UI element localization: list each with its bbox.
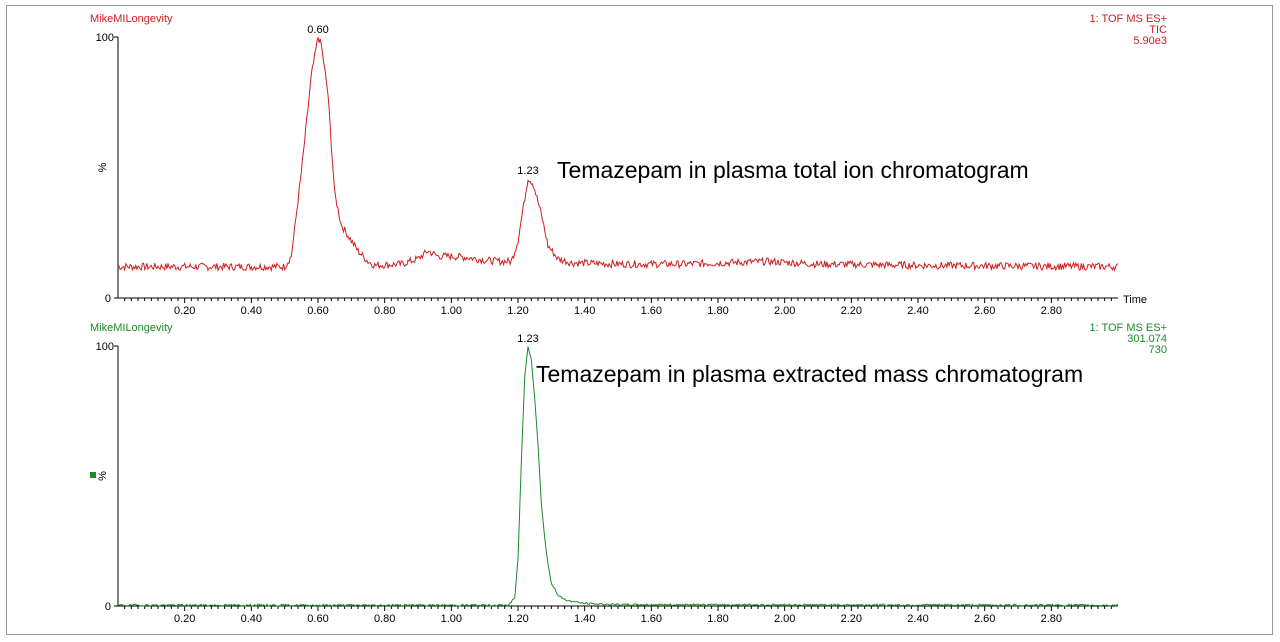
panel-2-x-tick-label-2: 0.40	[241, 613, 262, 625]
panel-2-x-tick-label-5: 1.00	[441, 613, 462, 625]
panel-1-x-tick-label-4: 0.80	[374, 305, 395, 317]
panel-1-header-right-line-2: TIC	[1149, 24, 1167, 36]
panel-1-x-tick-label-6: 1.20	[507, 305, 528, 317]
panel-1-header-right-line-3: 5.90e3	[1133, 35, 1167, 47]
panel-2-x-tick-label-13: 2.60	[974, 613, 995, 625]
panel-2-header-right-line-2: 301.074	[1127, 333, 1167, 345]
panel-1-x-tick-label-11: 2.20	[841, 305, 862, 317]
panel-2-x-tick-label-14: 2.80	[1041, 613, 1062, 625]
panel-1-peak-label-2: 1.23	[517, 165, 538, 177]
panel-2-y-axis-label: %	[97, 471, 109, 481]
panel-1-y-axis-label: %	[97, 162, 109, 172]
panel-2-header-right-line-3: 730	[1149, 344, 1167, 356]
panel-2-annotation: Temazepam in plasma extracted mass chrom…	[536, 361, 1083, 387]
panel-2-x-tick-label-12: 2.40	[907, 613, 928, 625]
panel-1-trace-line	[117, 37, 1119, 273]
panel-2-x-tick-label-11: 2.20	[841, 613, 862, 625]
panel-2-y-tick-label-top: 100	[96, 341, 114, 353]
panel-1-y-tick-label-bottom: 0	[105, 293, 111, 305]
panel-1-x-tick-label-1: 0.20	[174, 305, 195, 317]
panel-2-header-right-line-1: 1: TOF MS ES+	[1089, 322, 1167, 334]
panel-2-x-tick-label-3: 0.60	[307, 613, 328, 625]
panel-2-series-marker	[90, 472, 96, 478]
panel-1-x-tick-label-12: 2.40	[907, 305, 928, 317]
panel-1-x-axis-label: Time	[1123, 294, 1147, 306]
panel-2-peak-label-1: 1.23	[517, 333, 538, 345]
panel-1-y-tick-label-top: 100	[96, 32, 114, 44]
panel-2-x-tick-label-1: 0.20	[174, 613, 195, 625]
panel-1-x-tick-label-7: 1.40	[574, 305, 595, 317]
panel-2-x-tick-label-7: 1.40	[574, 613, 595, 625]
panel-2-x-tick-label-9: 1.80	[707, 613, 728, 625]
panel-2-y-tick-label-bottom: 0	[105, 601, 111, 613]
panel-1-x-tick-label-10: 2.00	[774, 305, 795, 317]
panel-1-x-tick-label-14: 2.80	[1041, 305, 1062, 317]
panel-1-x-tick-label-2: 0.40	[241, 305, 262, 317]
panel-2-x-tick-label-4: 0.80	[374, 613, 395, 625]
panel-1-x-tick-label-3: 0.60	[307, 305, 328, 317]
figure-frame	[6, 5, 1273, 635]
panel-2-x-tick-label-6: 1.20	[507, 613, 528, 625]
panel-2-trace-line	[117, 346, 1119, 607]
panel-2-x-tick-label-8: 1.60	[641, 613, 662, 625]
panel-1-x-tick-label-5: 1.00	[441, 305, 462, 317]
panel-1-x-tick-label-13: 2.60	[974, 305, 995, 317]
panel-1-x-tick-label-8: 1.60	[641, 305, 662, 317]
panel-1-header-right-line-1: 1: TOF MS ES+	[1089, 13, 1167, 25]
panel-2-header-left: MikeMILongevity	[90, 322, 173, 334]
panel-1-peak-label-1: 0.60	[307, 24, 328, 36]
panel-2-x-tick-label-10: 2.00	[774, 613, 795, 625]
panel-1-annotation: Temazepam in plasma total ion chromatogr…	[557, 157, 1029, 183]
panel-1-header-left: MikeMILongevity	[90, 13, 173, 25]
panel-1-x-tick-label-9: 1.80	[707, 305, 728, 317]
